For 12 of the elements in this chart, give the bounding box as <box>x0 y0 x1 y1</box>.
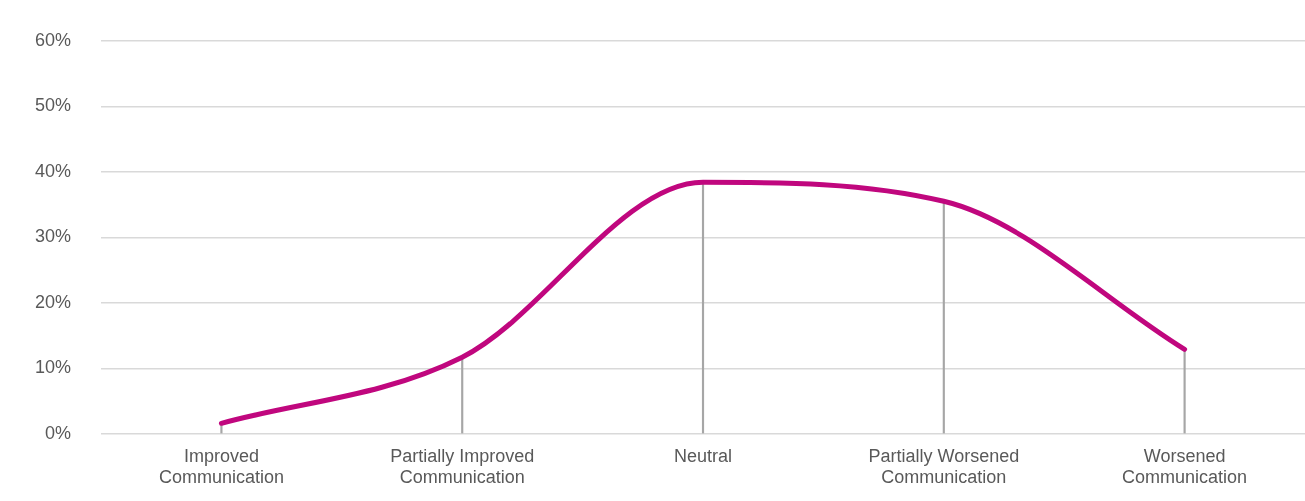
x-tick-label: Improved Communication <box>158 445 284 488</box>
y-tick-label: 40% <box>35 160 72 181</box>
x-tick-label: Partially Worsened Communication <box>868 445 1020 488</box>
x-tick-label: Neutral <box>674 445 733 466</box>
x-tick-label: Partially Improved Communication <box>390 445 535 488</box>
x-tick-label: Worsened Communication <box>1122 445 1248 488</box>
y-tick-label: 20% <box>35 291 72 312</box>
y-tick-label: 30% <box>35 226 72 247</box>
y-tick-label: 0% <box>45 422 72 443</box>
y-tick-label: 60% <box>35 29 72 50</box>
y-tick-label: 50% <box>35 95 72 116</box>
y-tick-label: 10% <box>35 357 72 378</box>
